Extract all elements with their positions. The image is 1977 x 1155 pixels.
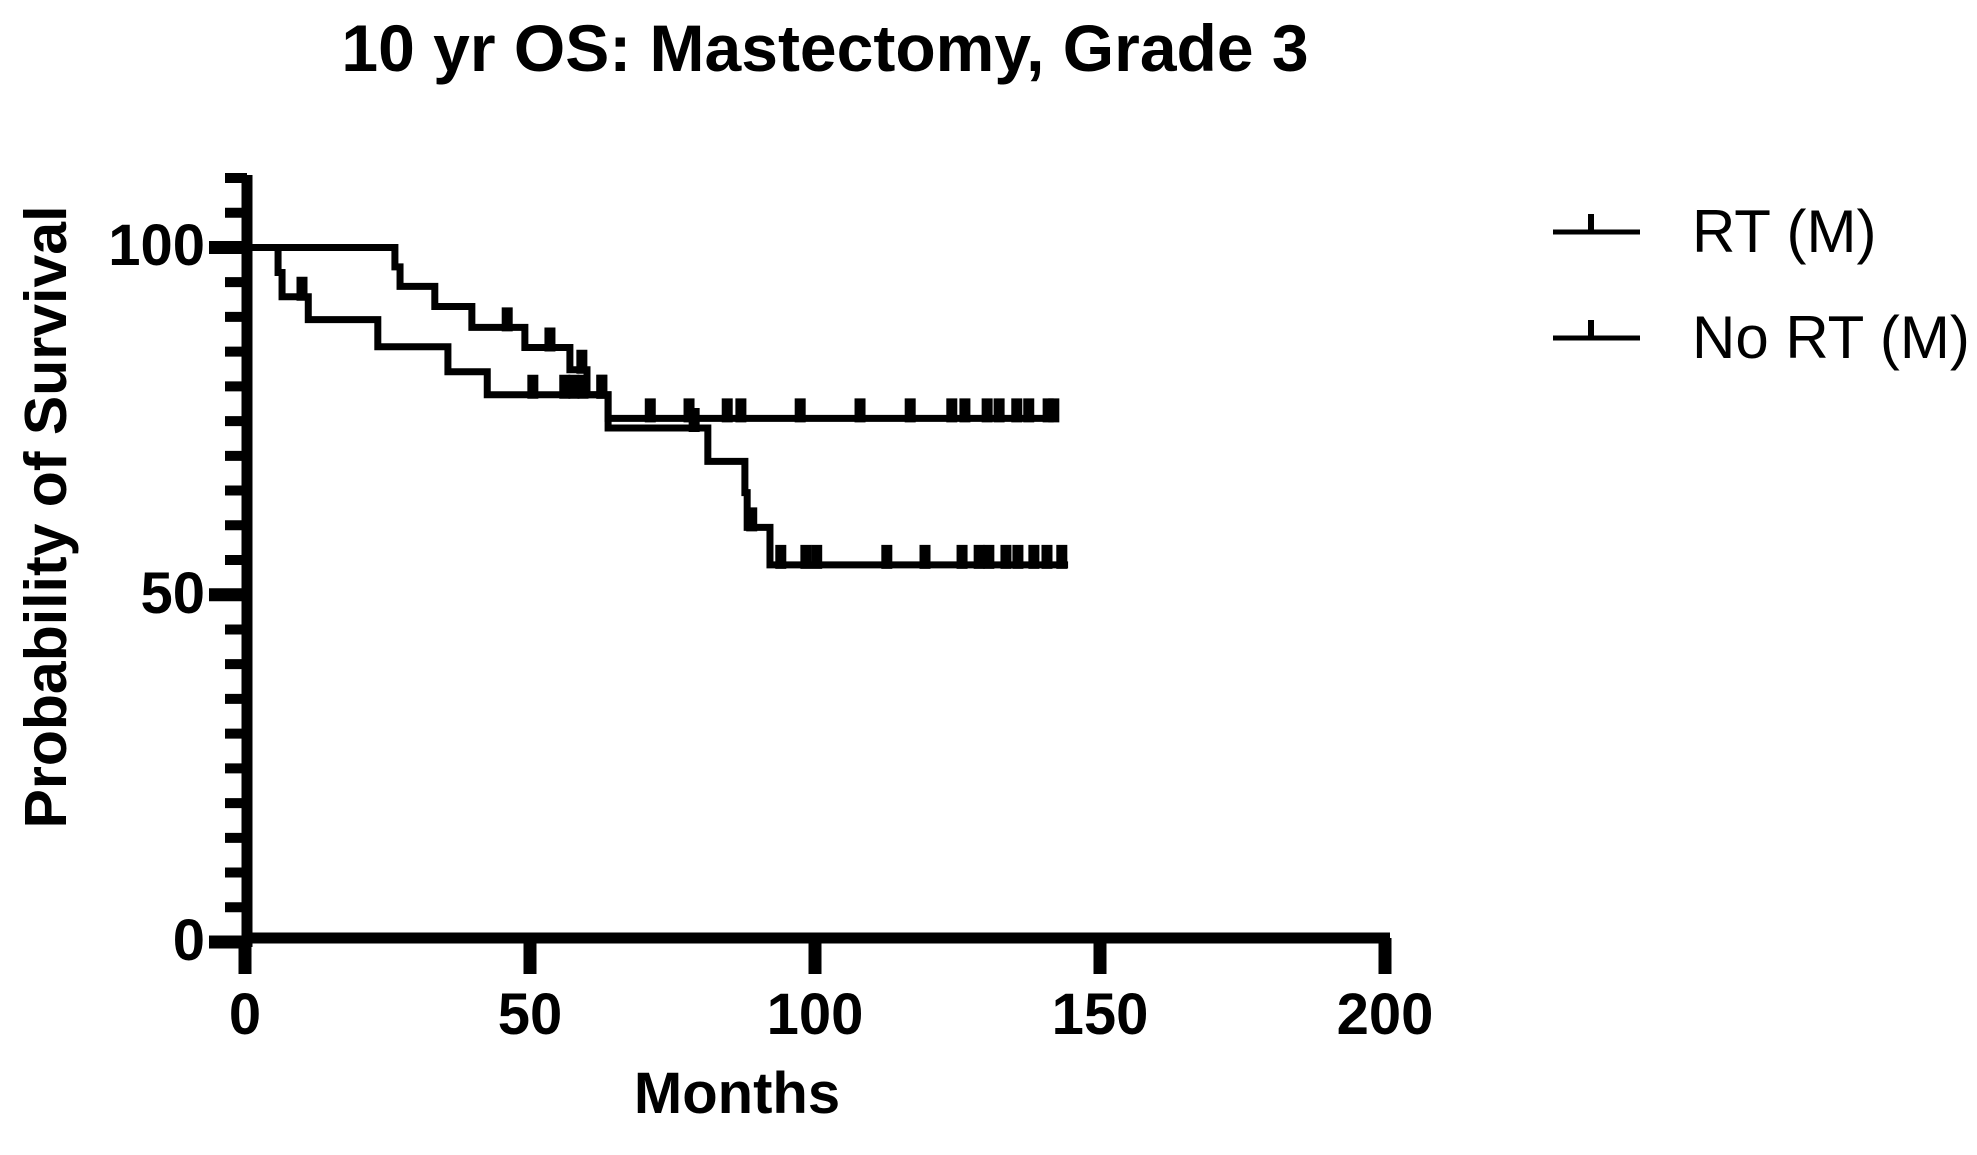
x-tick-label: 150 — [1051, 982, 1149, 1047]
survival-curve-rt — [245, 243, 1055, 422]
y-tick-label: 0 — [172, 908, 205, 973]
x-axis-title: Months — [633, 1061, 841, 1126]
legend-entry-no-rt: No RT (M) — [1548, 308, 1970, 368]
x-tick-label: 200 — [1336, 982, 1434, 1047]
y-axis-title: Probability of Survival — [13, 205, 79, 829]
x-tick-label: 100 — [766, 982, 864, 1047]
legend-label-no-rt: No RT (M) — [1692, 304, 1970, 371]
survival-curve-no-rt — [245, 243, 1069, 569]
km-line-symbol-icon — [1553, 214, 1640, 235]
chart-title: 10 yr OS: Mastectomy, Grade 3 — [341, 11, 1309, 85]
km-line-symbol-icon — [1553, 320, 1640, 341]
y-tick-label: 100 — [108, 213, 205, 279]
y-tick-label: 50 — [140, 560, 205, 626]
legend-entry-rt: RT (M) — [1548, 202, 1876, 262]
legend-label-rt: RT (M) — [1692, 198, 1877, 265]
x-tick-label: 0 — [228, 982, 262, 1047]
x-tick-label: 50 — [497, 982, 563, 1047]
